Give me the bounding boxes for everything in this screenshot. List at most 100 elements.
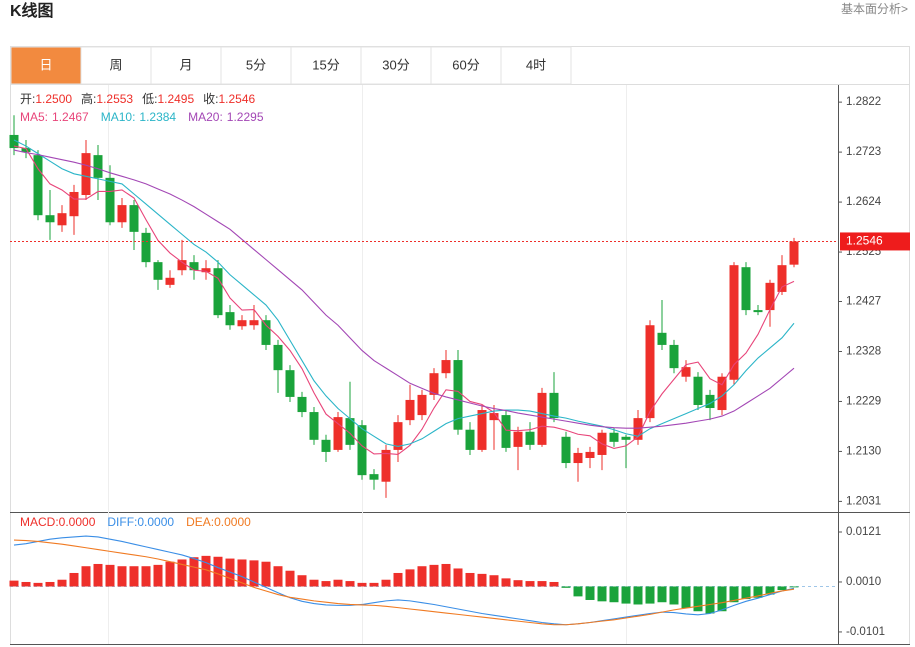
candle-body [489,413,499,421]
macd-bar [9,580,19,587]
macd-bar [621,586,631,604]
candle-body [477,410,487,450]
candle-body [561,436,571,464]
macd-bar [153,564,163,587]
tab-label[interactable]: 月 [179,57,192,72]
candle-body [309,412,319,440]
candle-body [765,282,775,311]
macd-bar [717,586,727,612]
macd-bar [453,568,463,587]
candle-body [297,396,307,413]
macd-line [13,539,795,626]
macd-bar [417,566,427,587]
candle-body [141,232,151,263]
macd-bar [645,586,655,604]
candle-body [369,474,379,480]
macd-bar [321,581,331,587]
macd-bar [525,581,535,587]
y-tick-label: 1.2822 [846,96,881,108]
macd-bar [309,579,319,587]
candle-body [537,392,547,445]
y-tick-label: 1.2031 [846,495,881,507]
candle-body [669,344,679,369]
tab[interactable] [80,46,152,85]
candle-body [573,452,583,464]
candle-body [9,134,19,149]
legend-name: DEA: [186,515,214,529]
y-tick-label: 1.2130 [846,445,881,457]
macd-bar [33,582,43,587]
macd-bar [177,559,187,587]
tab-label[interactable]: 5分 [246,57,266,72]
tab-label[interactable]: 4时 [526,57,546,72]
macd-bar [789,586,799,588]
candle-body [285,370,295,397]
tab[interactable] [150,46,222,85]
macd-bar [537,581,547,587]
candle-body [405,399,415,421]
macd-bar [489,575,499,587]
macd-bar [513,580,523,587]
candle-body [789,241,799,265]
candle-body [321,439,331,452]
macd-bar [141,566,151,587]
macd-bar [657,586,667,603]
candle-body [513,431,523,447]
candle-body [357,425,367,476]
candle-body [33,155,43,216]
macd-bar [117,566,127,587]
macd-bar [549,581,559,587]
analysis-link[interactable]: 基本面分析> [841,2,908,16]
ohlc-readout: 开:1.2500 高:1.2553 低:1.2495 收:1.2546 [20,91,256,106]
legend-name: MA20: [188,110,223,124]
candle-body [705,394,715,409]
macd-bar [381,579,391,587]
tab-label[interactable]: 日 [39,57,52,72]
macd-bar [669,586,679,605]
tab[interactable] [360,46,432,85]
candle-body [177,260,187,271]
tab-label[interactable]: 周 [109,57,122,72]
readout-value: 1.2546 [218,92,255,106]
tab-label[interactable]: 15分 [312,57,339,72]
candle-body [453,360,463,430]
candle-body [345,418,355,445]
candle-body [621,436,631,440]
y-tick-label: -0.0101 [846,626,885,638]
macd-bar [357,582,367,587]
ma-legend: MA5: 1.2467 MA10: 1.2384 MA20: 1.2295 [20,110,264,124]
candle-body [429,373,439,395]
candle-body [465,429,475,450]
ma-line [13,149,795,429]
tab[interactable] [10,46,82,85]
tab-label[interactable]: 60分 [452,57,479,72]
tab[interactable] [500,46,572,85]
macd-bar [273,566,283,587]
candle-body [69,191,79,217]
readout-label: 开: [20,92,35,106]
legend-value: 0.0000 [214,515,251,529]
candle-body [225,312,235,326]
macd-bar [21,581,31,587]
macd-bar [765,586,775,595]
macd-bar [429,564,439,587]
candle-body [45,215,55,223]
candle-body [93,155,103,178]
candle-body [441,360,451,374]
macd-bar [729,586,739,603]
tab[interactable] [220,46,292,85]
readout-value: 1.2495 [157,92,194,106]
macd-bar [57,579,67,587]
macd-bar [345,581,355,587]
macd-legend: MACD:0.0000 DIFF:0.0000 DEA:0.0000 [20,515,251,529]
readout-value: 1.2553 [96,92,133,106]
candle-body [333,417,343,450]
y-tick-label: 1.2525 [846,246,881,258]
ma-line [13,139,795,447]
readout-label: 低: [142,92,157,106]
tab-label[interactable]: 30分 [382,57,409,72]
candle-body [585,451,595,458]
macd-bar [477,573,487,587]
tab[interactable] [290,46,362,85]
candle-body [153,262,163,280]
